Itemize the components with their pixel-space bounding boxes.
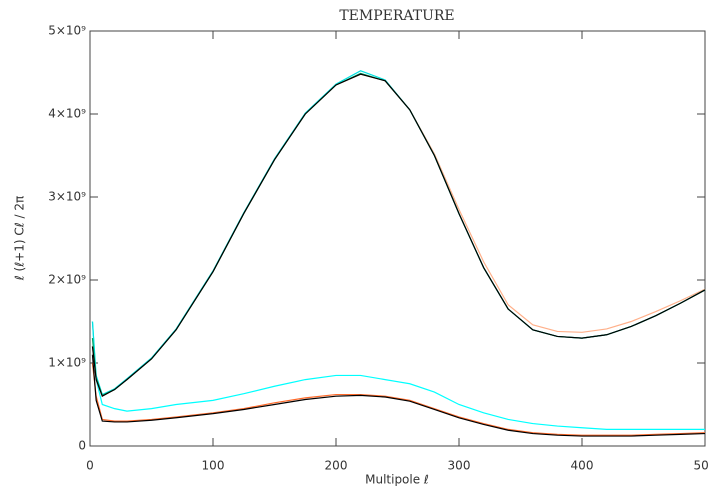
x-tick-label: 100 xyxy=(202,459,225,473)
series-line xyxy=(91,362,706,436)
series-line xyxy=(91,73,706,398)
y-tick-label: 2×10⁹ xyxy=(48,273,86,287)
x-axis-label: Multipole ℓ xyxy=(365,473,429,487)
series-line xyxy=(91,321,705,430)
y-tick-label: 5×10⁹ xyxy=(48,24,86,38)
y-tick-label: 1×10⁹ xyxy=(48,356,86,370)
x-tick-label: 0 xyxy=(86,459,94,473)
series-line xyxy=(91,72,706,397)
x-tick-label: 400 xyxy=(571,459,594,473)
y-tick-label: 0 xyxy=(78,439,86,453)
x-tick-label: 200 xyxy=(325,459,348,473)
series-line xyxy=(91,354,706,437)
series-line xyxy=(91,73,706,398)
series-line xyxy=(91,70,706,396)
y-axis-label: ℓ (ℓ+1) Cℓ / 2π xyxy=(13,196,27,281)
y-tick-label: 3×10⁹ xyxy=(48,190,86,204)
x-tick-label: 300 xyxy=(448,459,471,473)
chart-title: TEMPERATURE xyxy=(339,8,454,24)
x-tick-label: 500 xyxy=(694,459,708,473)
y-tick-label: 4×10⁹ xyxy=(48,107,86,121)
plot-frame xyxy=(89,30,706,447)
